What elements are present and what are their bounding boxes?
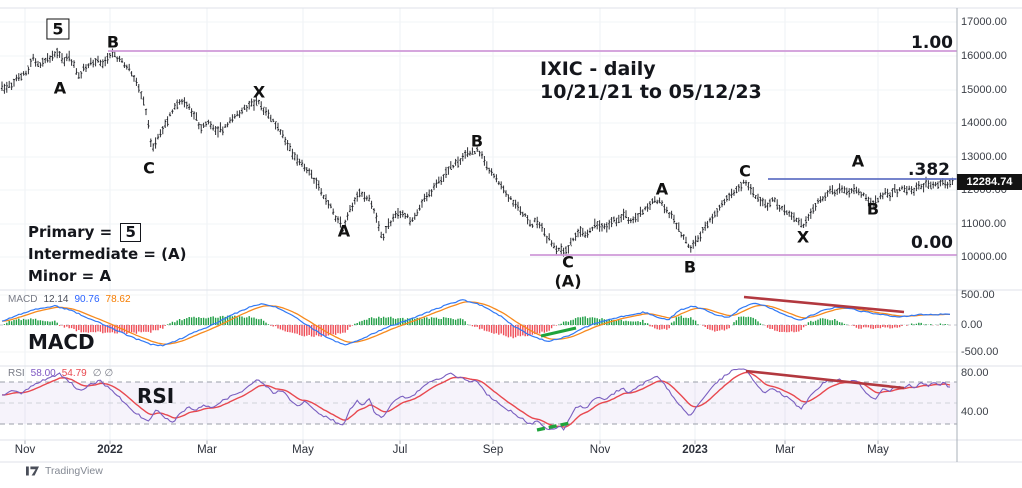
wave-label[interactable]: B [106, 32, 120, 52]
legend-primary-value: 5 [120, 223, 141, 242]
macd-trendline[interactable] [743, 295, 905, 314]
macd-axis-label: -500.00 [961, 346, 999, 358]
wave-label[interactable]: C [739, 161, 751, 181]
wave-label[interactable]: C [143, 158, 155, 178]
macd-signal-line [1, 301, 950, 345]
rsi-axis-label: 40.00 [961, 406, 989, 418]
rsi-axis-label: 80.00 [961, 367, 989, 379]
time-axis-label: May [867, 444, 889, 456]
macd-histogram-positive [3, 315, 949, 325]
wave-label[interactable]: A [655, 179, 669, 199]
wave-label[interactable]: B [683, 257, 697, 277]
wave-label[interactable]: A [851, 151, 865, 171]
chart-title-annotation[interactable]: IXIC - daily 10/21/21 to 05/12/23 [540, 58, 762, 104]
time-axis-label: Mar [775, 444, 795, 456]
rsi-line-value: 58.00 [30, 368, 56, 379]
fib-level-label[interactable]: .382 [908, 160, 950, 180]
macd-series [1, 299, 951, 347]
rsi-toggle-icon[interactable]: ∅ [92, 368, 102, 379]
rsi-ma-value: 54.79 [61, 368, 87, 379]
last-price-tag: 12284.74 [957, 174, 1022, 190]
macd-indicator-name: MACD [8, 294, 38, 305]
time-axis-label: Nov [14, 444, 36, 456]
macd-signal-value: 78.62 [105, 294, 131, 305]
price-axis-label: 13000.00 [961, 151, 1007, 163]
fib-level-label[interactable]: 1.00 [911, 33, 953, 53]
rsi-trendline[interactable] [745, 369, 905, 390]
legend-primary-line: Primary = 5 [28, 221, 186, 243]
time-axis-label: 2022 [97, 444, 123, 456]
macd-divergence-line[interactable] [540, 326, 577, 338]
time-axis-label: Jul [392, 444, 408, 456]
chart-title-line2: 10/21/21 to 05/12/23 [540, 81, 762, 103]
rsi-divergence-line[interactable] [536, 421, 571, 432]
ohlc-bars [0, 47, 954, 257]
macd-indicator-row[interactable]: MACD 12.14 90.76 78.62 [8, 294, 137, 305]
macd-line-value: 90.76 [74, 294, 100, 305]
legend-primary-label: Primary = [28, 223, 118, 241]
legend-minor-line: Minor = A [28, 267, 112, 285]
macd-axis-label: 500.00 [961, 289, 995, 301]
time-axis-label: May [292, 444, 314, 456]
price-axis-label: 16000.00 [961, 50, 1007, 62]
wave-label[interactable]: A [337, 221, 351, 241]
macd-hist-value: 12.14 [43, 294, 69, 305]
rsi-toggle-icon[interactable]: ∅ [104, 368, 114, 379]
wave-label[interactable]: C [562, 252, 574, 272]
rsi-indicator-row[interactable]: RSI 58.00 54.79 ∅ ∅ [8, 368, 116, 379]
wave-label[interactable]: B [470, 131, 484, 151]
time-axis-label: Nov [589, 444, 611, 456]
fib-level-label[interactable]: 0.00 [911, 233, 953, 253]
tradingview-logo-text: TradingView [45, 465, 103, 477]
wave-label[interactable]: (A) [554, 271, 582, 291]
macd-pane-annotation[interactable]: MACD [28, 330, 95, 354]
rsi-indicator-name: RSI [8, 368, 25, 379]
time-axis-label: Mar [197, 444, 217, 456]
price-axis-label: 17000.00 [961, 16, 1007, 28]
legend-intermediate-line: Intermediate = (A) [28, 245, 187, 263]
macd-histogram-negative [58, 325, 951, 339]
wave-degree-legend[interactable]: Primary = 5 Intermediate = (A) Minor = A [28, 221, 186, 287]
tradingview-logo-icon [26, 466, 39, 476]
rsi-series [1, 368, 951, 431]
price-axis-label: 15000.00 [961, 84, 1007, 96]
price-series [0, 47, 954, 257]
time-axis-label: Sep [482, 444, 504, 456]
wave-label[interactable]: B [866, 199, 880, 219]
wave-label[interactable]: X [252, 82, 266, 102]
price-axis-label: 14000.00 [961, 117, 1007, 129]
rsi-line [1, 368, 951, 431]
rsi-pane-annotation[interactable]: RSI [137, 384, 175, 408]
tradingview-logo[interactable]: TradingView [26, 465, 103, 477]
macd-line [1, 299, 951, 347]
price-axis-label: 11000.00 [961, 218, 1007, 230]
wave-label[interactable]: A [53, 78, 67, 98]
macd-axis-label: 0.00 [961, 319, 983, 331]
wave-label[interactable]: 5 [46, 18, 70, 40]
price-axis-label: 10000.00 [961, 251, 1007, 263]
time-axis-label: 2023 [682, 444, 708, 456]
chart-title-line1: IXIC - daily [540, 58, 656, 80]
wave-label[interactable]: X [796, 227, 810, 247]
